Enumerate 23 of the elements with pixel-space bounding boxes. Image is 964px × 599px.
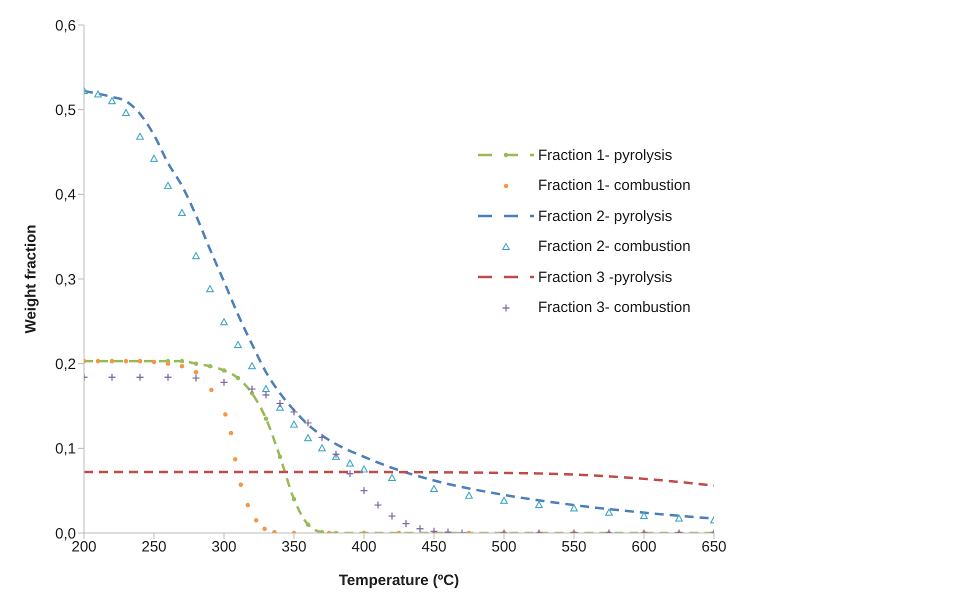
x-tick-label: 450 [421,538,447,556]
x-tick-label: 550 [561,538,587,556]
y-axis-title: Weight fraction [22,224,40,334]
legend-label: Fraction 1- pyrolysis [538,146,672,164]
x-axis-title: Temperature (ºC) [338,572,460,589]
x-tick-label: 350 [281,538,307,556]
legend-label: Fraction 1- combustion [538,177,691,194]
x-tick-label: 500 [491,538,517,556]
x-tick-label: 250 [141,538,167,556]
legend-label: Fraction 3- combustion [538,299,691,316]
x-tick-label: 400 [351,538,377,556]
legend-label: Fraction 2- pyrolysis [538,208,672,225]
x-tick-label: 650 [701,538,727,556]
legend-label: Fraction 3 -pyrolysis [538,268,672,286]
x-tick-label: 300 [211,538,237,556]
x-tick-label: 600 [631,538,657,556]
y-tick-label: 0,2 [55,356,76,373]
y-tick-label: 0,1 [55,440,76,458]
y-tick-label: 0,3 [55,271,76,288]
legend-label: Fraction 2- combustion [538,238,691,256]
y-tick-label: 0,6 [55,17,76,34]
y-tick-label: 0,4 [55,186,76,204]
y-tick-label: 0,5 [55,102,76,119]
